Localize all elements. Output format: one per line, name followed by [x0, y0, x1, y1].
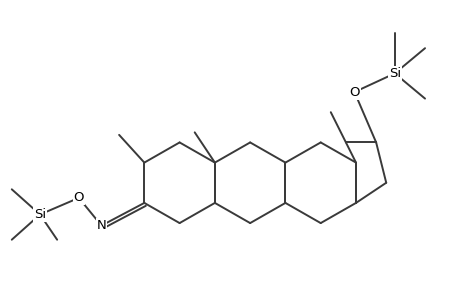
Text: O: O [348, 85, 359, 98]
Text: Si: Si [34, 208, 46, 221]
Text: O: O [73, 191, 84, 204]
Text: N: N [96, 219, 106, 232]
Text: Si: Si [388, 67, 400, 80]
